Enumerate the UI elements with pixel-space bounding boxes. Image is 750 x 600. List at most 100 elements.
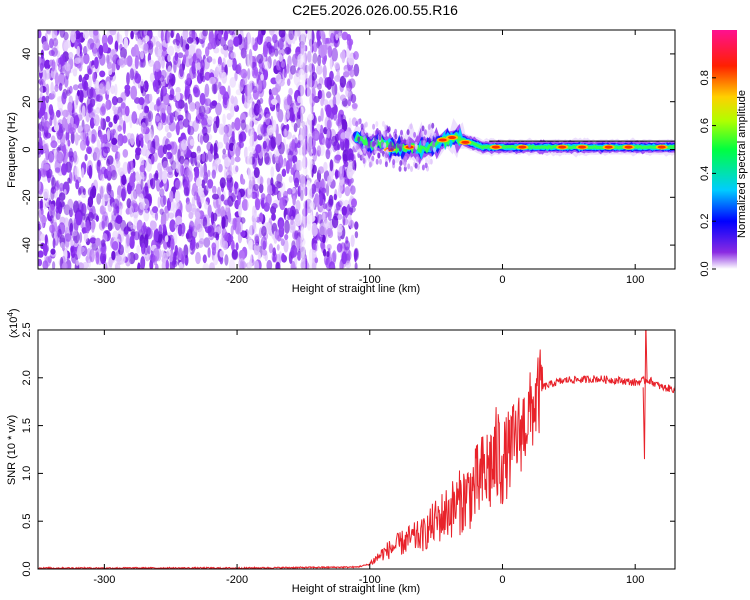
noise-blob bbox=[286, 94, 291, 106]
noise-blob bbox=[337, 112, 341, 124]
noise-blob bbox=[332, 95, 337, 108]
noise-blob bbox=[38, 223, 42, 230]
noise-blob bbox=[149, 72, 155, 83]
noise-blob bbox=[72, 84, 79, 91]
noise-blob bbox=[220, 206, 226, 219]
noise-blob bbox=[341, 251, 347, 265]
ridge-noise bbox=[433, 146, 436, 153]
ridge-noise bbox=[375, 121, 379, 127]
noise-blob bbox=[39, 62, 44, 71]
noise-blob bbox=[79, 90, 84, 104]
noise-blob bbox=[68, 218, 73, 232]
noise-blob bbox=[221, 216, 226, 230]
noise-blob bbox=[75, 179, 80, 190]
ridge-noise bbox=[384, 161, 388, 168]
noise-blob bbox=[235, 165, 239, 173]
ridge-noise bbox=[372, 123, 376, 130]
noise-blob bbox=[55, 209, 61, 221]
noise-blob bbox=[145, 158, 153, 172]
noise-blob bbox=[316, 64, 323, 75]
noise-blob bbox=[315, 211, 319, 223]
noise-blob bbox=[137, 38, 142, 47]
noise-blob bbox=[99, 205, 105, 215]
noise-blob bbox=[153, 60, 161, 72]
noise-blob bbox=[322, 99, 329, 106]
y-tick-label: 1.5 bbox=[21, 418, 33, 433]
noise-blob bbox=[340, 132, 347, 140]
ridge-noise bbox=[365, 132, 369, 139]
noise-blob bbox=[89, 189, 94, 201]
noise-blob bbox=[213, 142, 218, 156]
noise-blob bbox=[291, 139, 296, 150]
noise-blob bbox=[294, 177, 300, 188]
noise-blob bbox=[125, 207, 131, 215]
noise-blob bbox=[44, 43, 50, 50]
noise-blob bbox=[284, 114, 288, 124]
noise-blob bbox=[45, 168, 53, 179]
noise-blob bbox=[212, 193, 219, 200]
noise-blob bbox=[191, 207, 197, 215]
noise-blob bbox=[180, 35, 184, 48]
noise-blob bbox=[157, 196, 161, 209]
noise-blob bbox=[206, 56, 213, 63]
noise-blob bbox=[266, 259, 273, 269]
noise-blob bbox=[162, 170, 168, 184]
noise-blob bbox=[197, 186, 203, 197]
noise-blob bbox=[158, 233, 164, 245]
noise-blob bbox=[198, 227, 205, 240]
noise-blob bbox=[167, 54, 171, 63]
noise-blob bbox=[216, 63, 222, 72]
noise-blob bbox=[157, 96, 162, 106]
noise-blob bbox=[279, 197, 286, 211]
noise-blob bbox=[337, 213, 343, 221]
noise-blob bbox=[252, 89, 259, 100]
noise-blob bbox=[173, 60, 177, 73]
noise-blob bbox=[61, 91, 67, 105]
noise-blob bbox=[350, 185, 356, 195]
noise-blob bbox=[121, 174, 127, 186]
ridge-peak-core bbox=[461, 140, 470, 144]
noise-blob bbox=[160, 194, 166, 208]
noise-blob bbox=[180, 250, 186, 265]
noise-blob bbox=[292, 148, 298, 156]
noise-blob bbox=[262, 45, 268, 58]
noise-blob bbox=[135, 183, 142, 195]
ridge-noise bbox=[432, 141, 436, 147]
noise-blob bbox=[152, 206, 158, 214]
noise-blob bbox=[130, 85, 138, 100]
noise-blob bbox=[79, 139, 87, 151]
noise-blob bbox=[317, 89, 323, 100]
noise-blob bbox=[314, 193, 320, 207]
noise-blob bbox=[186, 37, 194, 44]
noise-blob bbox=[99, 70, 106, 78]
noise-blob bbox=[286, 63, 290, 74]
noise-blob bbox=[271, 87, 279, 96]
noise-blob bbox=[117, 124, 122, 132]
ridge-noise bbox=[387, 126, 391, 133]
noise-blob bbox=[40, 168, 47, 178]
noise-blob bbox=[168, 212, 175, 219]
noise-blob bbox=[283, 239, 289, 253]
noise-blob bbox=[74, 132, 79, 146]
noise-blob bbox=[340, 94, 346, 102]
noise-blob bbox=[177, 52, 184, 59]
noise-blob bbox=[339, 75, 347, 88]
noise-blob bbox=[95, 237, 101, 247]
noise-blob bbox=[211, 100, 218, 107]
noise-blob bbox=[320, 44, 327, 57]
noise-blob bbox=[58, 72, 66, 86]
noise-blob bbox=[117, 58, 125, 66]
noise-blob bbox=[284, 46, 292, 55]
noise-blob bbox=[126, 55, 133, 67]
noise-blob bbox=[92, 30, 99, 36]
noise-blob bbox=[343, 71, 350, 78]
noise-blob bbox=[256, 33, 263, 46]
noise-blob bbox=[87, 211, 94, 222]
noise-blob bbox=[134, 73, 142, 84]
noise-blob bbox=[175, 215, 183, 226]
noise-blob bbox=[64, 62, 71, 72]
chart-title: C2E5.2026.026.00.55.R16 bbox=[292, 2, 458, 18]
noise-blob bbox=[254, 260, 260, 269]
noise-blob bbox=[109, 30, 117, 36]
ridge-noise bbox=[360, 130, 364, 136]
